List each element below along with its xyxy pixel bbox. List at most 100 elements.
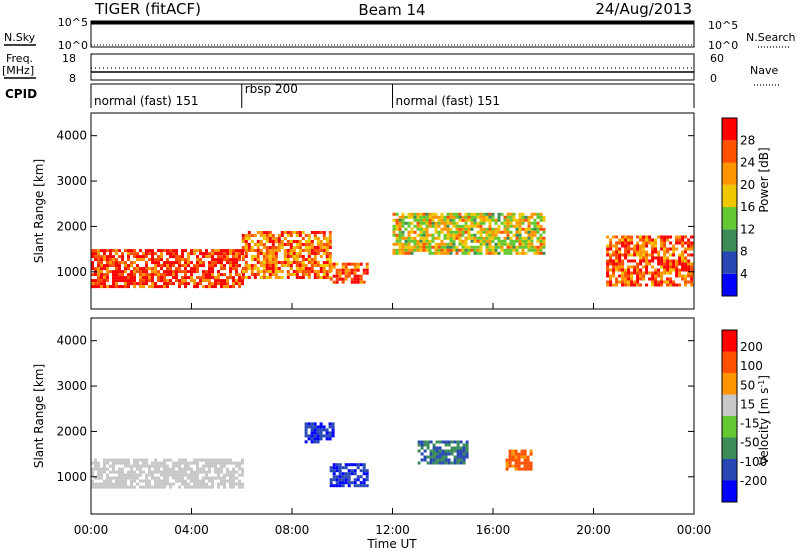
power-echo-cell <box>431 236 435 240</box>
power-echo-cell <box>482 227 486 231</box>
power-echo-cell <box>669 280 673 284</box>
power-echo-cell <box>672 280 676 284</box>
power-echo-cell <box>250 273 254 276</box>
power-echo-cell <box>145 279 148 283</box>
power-echo-cell <box>259 261 263 264</box>
power-echo-cell <box>440 239 444 243</box>
power-echo-cell <box>669 268 673 272</box>
power-echo-cell <box>470 239 474 243</box>
power-echo-cell <box>262 252 266 255</box>
power-echo-cell <box>133 267 136 271</box>
velocity-echo-cell <box>423 440 427 444</box>
power-echo-cell <box>506 245 510 249</box>
power-echo-cell <box>268 240 272 243</box>
power-echo-cell <box>482 236 486 240</box>
velocity-echo-cell <box>462 452 466 456</box>
power-echo-cell <box>289 261 293 264</box>
power-echo-cell <box>241 255 245 258</box>
power-echo-cell <box>181 270 184 274</box>
power-echo-cell <box>627 244 631 248</box>
power-echo-cell <box>169 279 172 283</box>
power-echo-cell <box>335 268 339 272</box>
power-echo-cell <box>609 244 613 248</box>
power-echo-cell <box>452 215 456 219</box>
power-echo-cell <box>407 251 411 255</box>
power-echo-cell <box>163 282 166 286</box>
power-echo-cell <box>223 252 226 256</box>
power-echo-cell <box>187 261 190 265</box>
power-echo-cell <box>250 255 254 258</box>
power-echo-cell <box>298 270 302 273</box>
power-echo-cell <box>220 258 223 262</box>
power-echo-cell <box>621 274 625 278</box>
power-echo-cell <box>208 261 211 265</box>
power-echo-cell <box>464 245 468 249</box>
power-echo-cell <box>97 279 100 283</box>
power-echo-cell <box>491 218 495 222</box>
power-echo-cell <box>298 276 302 279</box>
power-echo-cell <box>464 242 468 246</box>
power-echo-cell <box>274 249 278 252</box>
power-echo-cell <box>675 283 679 287</box>
velocity-echo-cell <box>426 461 430 465</box>
power-echo-cell <box>660 283 664 287</box>
power-echo-cell <box>115 270 118 274</box>
power-echo-cell <box>512 224 516 228</box>
velocity-ytick-label: 2000 <box>56 424 87 438</box>
power-echo-cell <box>112 249 115 253</box>
velocity-echo-cell <box>208 458 211 462</box>
power-echo-cell <box>530 239 534 243</box>
velocity-echo-cell <box>232 479 235 483</box>
power-echo-cell <box>410 248 414 252</box>
velocity-echo-cell <box>517 458 521 462</box>
power-echo-cell <box>325 270 329 273</box>
power-echo-cell <box>645 241 649 245</box>
power-echo-cell <box>687 280 691 284</box>
power-echo-cell <box>307 270 311 273</box>
velocity-echo-cell <box>127 485 130 489</box>
power-echo-cell <box>130 270 133 274</box>
power-echo-cell <box>190 270 193 274</box>
velocity-echo-cell <box>178 479 181 483</box>
power-echo-cell <box>178 267 181 271</box>
velocity-echo-cell <box>332 469 336 473</box>
velocity-echo-cell <box>331 422 335 426</box>
velocity-echo-cell <box>121 473 124 477</box>
power-echo-cell <box>410 215 414 219</box>
power-echo-cell <box>94 282 97 286</box>
velocity-echo-cell <box>238 473 241 477</box>
power-echo-cell <box>425 248 429 252</box>
velocity-echo-cell <box>112 476 115 480</box>
velocity-echo-cell <box>429 461 433 465</box>
velocity-echo-cell <box>235 461 238 465</box>
velocity-echo-cell <box>178 476 181 480</box>
velocity-echo-cell <box>241 461 244 465</box>
power-echo-cell <box>292 270 296 273</box>
power-echo-cell <box>193 279 196 283</box>
power-echo-cell <box>476 224 480 228</box>
power-echo-cell <box>289 255 293 258</box>
power-echo-cell <box>410 251 414 255</box>
power-echo-cell <box>307 243 311 246</box>
power-echo-cell <box>642 238 646 242</box>
velocity-echo-cell <box>202 458 205 462</box>
velocity-echo-cell <box>172 461 175 465</box>
power-echo-cell <box>467 212 471 216</box>
power-echo-cell <box>97 267 100 271</box>
power-echo-cell <box>253 255 257 258</box>
power-echo-cell <box>157 273 160 277</box>
power-echo-cell <box>241 267 245 270</box>
velocity-echo-cell <box>214 458 217 462</box>
velocity-echo-cell <box>444 461 448 465</box>
power-echo-cell <box>684 250 688 254</box>
power-echo-cell <box>642 244 646 248</box>
power-echo-cell <box>627 247 631 251</box>
power-echo-cell <box>636 253 640 257</box>
power-echo-cell <box>678 283 682 287</box>
velocity-echo-cell <box>121 482 124 486</box>
power-echo-cell <box>648 271 652 275</box>
power-echo-cell <box>359 280 363 284</box>
power-echo-cell <box>112 273 115 277</box>
velocity-echo-cell <box>322 425 326 429</box>
